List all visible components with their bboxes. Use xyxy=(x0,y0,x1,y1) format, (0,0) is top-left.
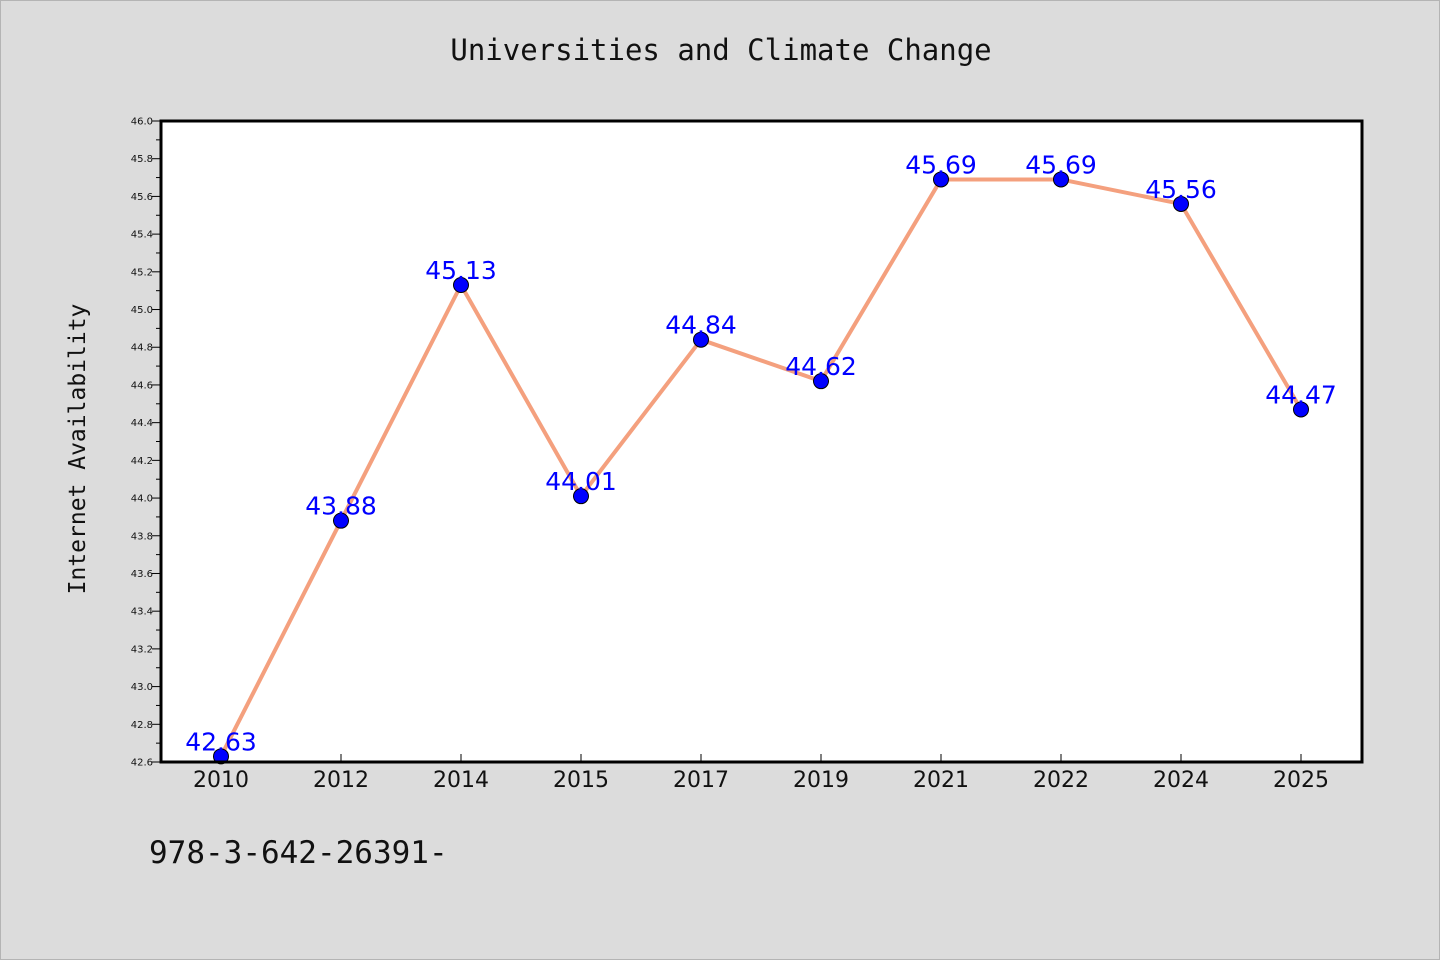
x-tick-label: 2024 xyxy=(1153,768,1209,793)
data-label: 44.62 xyxy=(785,352,857,381)
y-tick-label: 44.6 xyxy=(131,380,153,391)
footer-code: 978-3-642-26391- xyxy=(149,835,448,871)
y-tick-label: 46.0 xyxy=(131,117,153,128)
x-axis: 2010 2012 2014 2015 2017 2019 2021 2022 2024 2025 xyxy=(193,754,1329,793)
data-points xyxy=(213,171,1309,765)
data-label: 45.69 xyxy=(905,150,977,179)
data-label: 43.88 xyxy=(305,492,377,521)
data-label: 44.84 xyxy=(665,311,737,340)
x-tick-label: 2022 xyxy=(1033,768,1089,793)
data-label: 42.63 xyxy=(185,727,257,756)
data-label: 44.01 xyxy=(545,467,617,496)
plot-area xyxy=(161,121,1362,762)
x-tick-label: 2015 xyxy=(553,768,609,793)
x-tick-label: 2025 xyxy=(1273,768,1329,793)
y-tick-label: 43.4 xyxy=(131,607,153,618)
y-tick-label: 43.6 xyxy=(131,569,153,580)
data-labels: 42.63 43.88 45.13 44.01 44.84 44.62 45.69 45.69… xyxy=(185,150,1337,756)
x-tick-label: 2010 xyxy=(193,768,249,793)
y-tick-label: 45.2 xyxy=(131,267,153,278)
data-point xyxy=(813,373,829,390)
x-tick-label: 2017 xyxy=(673,768,729,793)
y-tick-label: 45.4 xyxy=(131,230,153,241)
data-point xyxy=(693,331,709,348)
y-tick-label: 42.8 xyxy=(131,720,153,731)
y-axis-label: Internet Availability xyxy=(65,304,91,595)
y-tick-label: 44.8 xyxy=(131,343,153,354)
data-label: 45.56 xyxy=(1145,175,1217,204)
y-tick-label: 44.0 xyxy=(131,494,153,505)
data-point xyxy=(573,488,589,505)
y-tick-label: 45.0 xyxy=(131,305,153,316)
data-point xyxy=(1053,171,1069,188)
y-tick-label: 43.0 xyxy=(131,682,153,693)
y-tick-label: 43.2 xyxy=(131,644,153,655)
data-point xyxy=(1173,195,1189,212)
data-point xyxy=(453,277,469,294)
data-label: 45.69 xyxy=(1025,150,1097,179)
y-tick-label: 43.8 xyxy=(131,531,153,542)
data-point xyxy=(333,512,349,529)
y-axis: 42.6 42.8 43.0 43.2 43.4 43.6 43.8 44.0 44.2 44.4… xyxy=(131,117,161,769)
series-line xyxy=(219,177,1303,758)
plot-frame xyxy=(159,119,1364,764)
y-tick-label: 42.6 xyxy=(131,758,153,769)
y-tick-label: 45.6 xyxy=(131,192,153,203)
x-tick-label: 2021 xyxy=(913,768,969,793)
data-point xyxy=(1293,401,1309,418)
data-point xyxy=(213,748,229,765)
x-tick-label: 2019 xyxy=(793,768,849,793)
x-tick-label: 2014 xyxy=(433,768,489,793)
data-point xyxy=(933,171,949,188)
y-tick-label: 44.2 xyxy=(131,456,153,467)
y-tick-label: 45.8 xyxy=(131,154,153,165)
data-label: 44.47 xyxy=(1265,380,1337,409)
data-label: 45.13 xyxy=(425,256,497,285)
y-tick-label: 44.4 xyxy=(131,418,153,429)
chart-title: Universities and Climate Change xyxy=(450,33,992,67)
x-tick-label: 2012 xyxy=(313,768,369,793)
